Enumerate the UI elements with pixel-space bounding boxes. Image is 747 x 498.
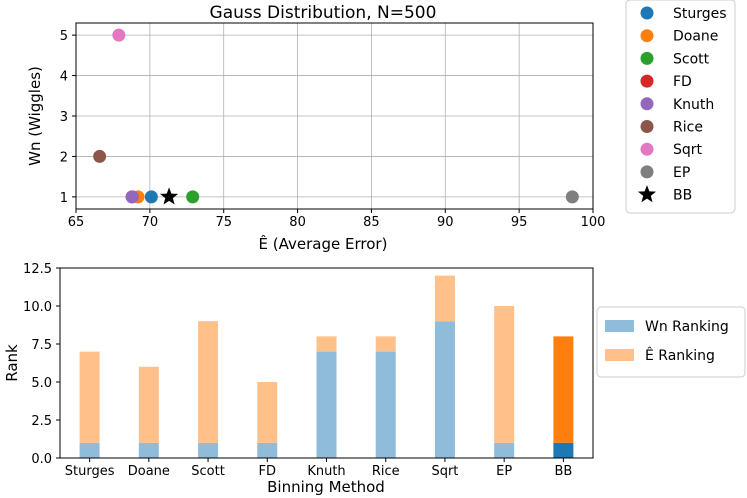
x-tick-label: 75: [215, 215, 232, 230]
x-tick-label: 85: [363, 215, 380, 230]
scatter-legend: Sturges Doane Scott FD Knuth Rice Sqrt EP BB: [625, 0, 736, 214]
legend-bb-marker: [637, 185, 657, 203]
scatter-grid: [75, 23, 594, 209]
bar-scott-wn-ranking: [198, 442, 219, 458]
bar-sqrt-e-ranking: [434, 275, 455, 322]
y-tick-label: 3: [60, 110, 68, 125]
legend-doane-marker: [640, 29, 654, 43]
point-knuth: [125, 190, 139, 204]
y-tick-label: 10.0: [23, 300, 52, 315]
x-tick-label: 90: [437, 215, 454, 230]
legend-knuth-label: Knuth: [673, 97, 714, 113]
x-tick-label: Sqrt: [431, 464, 458, 479]
bar-bb-wn-ranking: [553, 442, 574, 458]
x-tick-label: Knuth: [307, 464, 345, 479]
scatter-points: [93, 28, 579, 205]
legend-ep-marker: [640, 165, 654, 179]
point-rice: [93, 149, 107, 163]
point-bb: [160, 187, 179, 205]
point-sturges: [144, 190, 158, 204]
bar-bars: [79, 275, 574, 458]
scatter-y-label: Wn (Wiggles): [26, 66, 44, 166]
y-tick-label: 2.5: [31, 414, 52, 429]
bar-x-label: Binning Method: [267, 478, 385, 496]
legend-wn-ranking-label: Wn Ranking: [645, 319, 729, 335]
bar-legend-frame: [596, 306, 746, 378]
y-tick-label: 12.5: [23, 262, 52, 277]
x-tick-label: Sturges: [65, 464, 115, 479]
bar-doane-e-ranking: [138, 366, 159, 443]
point-sqrt: [112, 28, 126, 42]
y-tick-label: 7.5: [31, 338, 52, 353]
bar-sturges-e-ranking: [79, 351, 100, 443]
bar-knuth-e-ranking: [316, 336, 337, 352]
scatter-x-ticks: 65 70 75 80 85 90 95 100: [68, 209, 606, 230]
legend-ep-label: EP: [673, 165, 690, 181]
scatter-y-ticks: 1 2 3 4 5: [60, 29, 76, 206]
legend-sqrt-marker: [640, 142, 654, 156]
x-tick-label: FD: [259, 464, 277, 479]
legend-rice-marker: [640, 120, 654, 133]
x-tick-label: Doane: [128, 464, 170, 479]
y-tick-label: 0.0: [31, 452, 52, 467]
x-tick-label: 70: [142, 215, 159, 230]
legend-e-ranking-label: Ê Ranking: [645, 346, 715, 364]
x-tick-label: 80: [289, 215, 306, 230]
x-tick-label: Rice: [372, 464, 400, 479]
bar-x-ticks: Sturges Doane Scott FD Knuth Rice Sqrt EP BB: [65, 458, 572, 479]
y-tick-label: 4: [60, 70, 68, 85]
bar-fd-e-ranking: [257, 382, 278, 443]
legend-fd-label: FD: [673, 74, 692, 90]
legend-rice-label: Rice: [673, 120, 703, 136]
legend-bb-label: BB: [673, 188, 692, 204]
y-tick-label: 5: [60, 29, 68, 44]
legend-wn-ranking-swatch: [605, 320, 634, 332]
legend-scott-label: Scott: [673, 51, 710, 67]
bar-ep-e-ranking: [494, 306, 515, 443]
bar-rice-wn-ranking: [375, 351, 396, 458]
scatter-chart: Gauss Distribution, N=500 65 70 75 80 85 90 95…: [26, 3, 605, 253]
bar-sturges-wn-ranking: [79, 442, 100, 458]
bar-scott-e-ranking: [198, 321, 219, 443]
legend-scott-marker: [640, 51, 654, 65]
bar-y-ticks: 0.0 2.5 5.0 7.5 10.0 12.5: [23, 262, 60, 467]
bar-chart: Sturges Doane Scott FD Knuth Rice Sqrt EP BB 0.0…: [3, 262, 594, 496]
legend-doane-label: Doane: [673, 29, 718, 45]
bar-legend: Wn Ranking Ê Ranking: [596, 306, 746, 378]
bar-bb-e-ranking: [553, 336, 574, 443]
x-tick-label: 95: [511, 215, 528, 230]
bar-y-label: Rank: [3, 344, 21, 382]
legend-sturges-marker: [640, 6, 654, 20]
bar-rice-e-ranking: [375, 336, 396, 352]
y-tick-label: 2: [60, 150, 68, 165]
legend-sturges-label: Sturges: [673, 6, 727, 22]
legend-e-ranking-swatch: [605, 349, 634, 361]
scatter-x-label: Ê (Average Error): [259, 234, 388, 253]
legend-knuth-marker: [640, 97, 654, 111]
x-tick-label: 100: [581, 215, 606, 230]
y-tick-label: 5.0: [31, 376, 52, 391]
x-tick-label: Scott: [191, 464, 225, 479]
scatter-legend-frame: [625, 0, 736, 214]
point-scott: [186, 190, 200, 204]
x-tick-label: BB: [554, 464, 572, 479]
bar-knuth-wn-ranking: [316, 351, 337, 458]
scatter-title: Gauss Distribution, N=500: [210, 3, 437, 23]
bar-ep-wn-ranking: [494, 442, 515, 458]
x-tick-label: 65: [68, 215, 85, 230]
bar-doane-wn-ranking: [138, 442, 159, 458]
legend-sqrt-label: Sqrt: [673, 142, 703, 158]
point-ep: [565, 190, 579, 204]
y-tick-label: 1: [60, 191, 68, 206]
legend-fd-marker: [640, 74, 654, 88]
bar-sqrt-wn-ranking: [434, 321, 455, 458]
bar-fd-wn-ranking: [257, 442, 278, 458]
x-tick-label: EP: [496, 464, 512, 479]
